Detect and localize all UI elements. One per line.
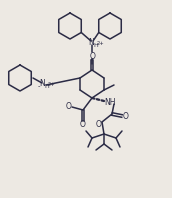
Text: N: N	[39, 78, 45, 88]
Text: H: H	[44, 84, 49, 89]
Text: O: O	[96, 120, 102, 129]
Text: O: O	[66, 102, 72, 110]
Text: H: H	[93, 43, 98, 48]
Text: O: O	[90, 51, 96, 61]
Text: -: -	[37, 84, 40, 89]
Text: O: O	[80, 120, 86, 129]
Text: +: +	[99, 41, 103, 46]
Text: NH: NH	[104, 97, 116, 107]
Text: 2: 2	[48, 82, 51, 87]
Text: N: N	[88, 37, 94, 47]
Text: 2: 2	[97, 41, 100, 46]
Text: O: O	[123, 111, 129, 121]
Text: +: +	[50, 82, 54, 87]
